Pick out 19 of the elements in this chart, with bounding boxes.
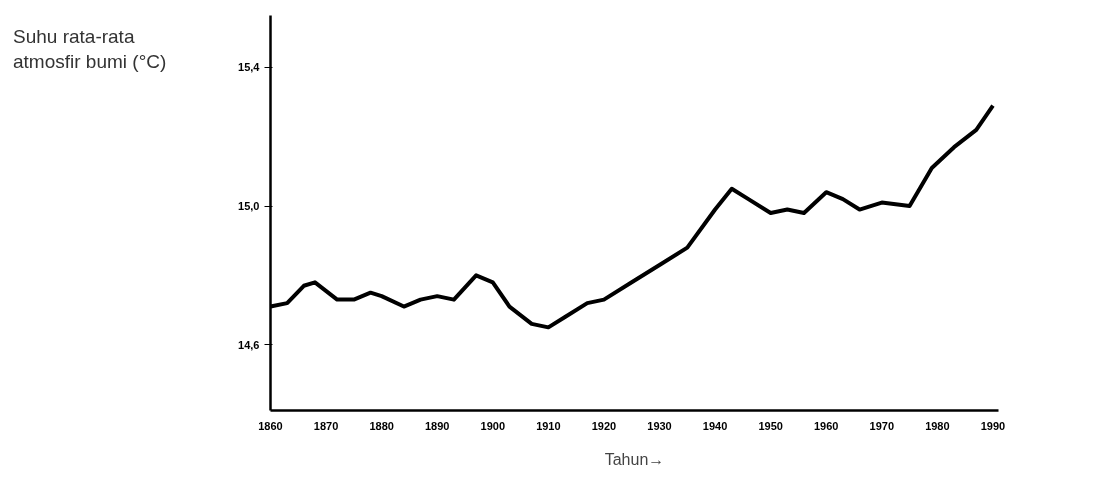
y-tick-label: 15,4 [238, 61, 261, 74]
x-tick-label: 1900 [480, 419, 506, 432]
x-tick-label: 1880 [369, 419, 394, 432]
x-tick-label: 1890 [424, 419, 450, 432]
x-tick-label: 1990 [980, 419, 1006, 432]
x-tick-label: 1970 [869, 419, 895, 432]
x-tick-label: 1910 [536, 419, 561, 432]
x-tick-label: 1960 [813, 419, 839, 432]
y-tick-label: 15,0 [238, 200, 260, 213]
x-tick-label: 1870 [313, 419, 339, 432]
x-tick-label: 1920 [591, 419, 617, 432]
y-axis-title: Suhu rata-rata atmosfir bumi (°C) [13, 25, 168, 74]
x-tick-label: 1980 [925, 419, 950, 432]
x-tick-label: 1950 [758, 419, 783, 432]
y-tick-label: 14,6 [238, 338, 260, 351]
x-tick-label: 1940 [702, 419, 728, 432]
x-axis-title: Tahun→ [604, 450, 665, 468]
x-tick-label: 1860 [258, 419, 283, 432]
x-tick-label: 1930 [647, 419, 672, 432]
